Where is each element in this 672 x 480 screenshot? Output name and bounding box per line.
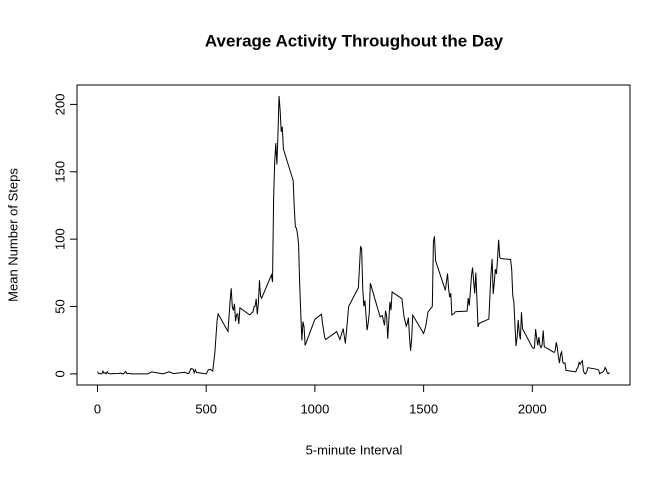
x-tick-label: 2000: [518, 401, 547, 416]
x-tick-label: 500: [195, 401, 217, 416]
x-tick-label: 0: [94, 401, 101, 416]
chart-title: Average Activity Throughout the Day: [205, 31, 504, 50]
y-tick-label: 0: [52, 370, 67, 377]
y-tick-label: 150: [52, 161, 67, 183]
y-tick-label: 100: [52, 228, 67, 250]
y-tick-label: 50: [52, 299, 67, 313]
y-tick-label: 200: [52, 94, 67, 116]
x-tick-label: 1000: [300, 401, 329, 416]
x-tick-label: 1500: [409, 401, 438, 416]
data-line: [97, 96, 610, 375]
y-axis-label: Mean Number of Steps: [5, 168, 20, 302]
x-axis-label: 5-minute Interval: [306, 442, 403, 457]
